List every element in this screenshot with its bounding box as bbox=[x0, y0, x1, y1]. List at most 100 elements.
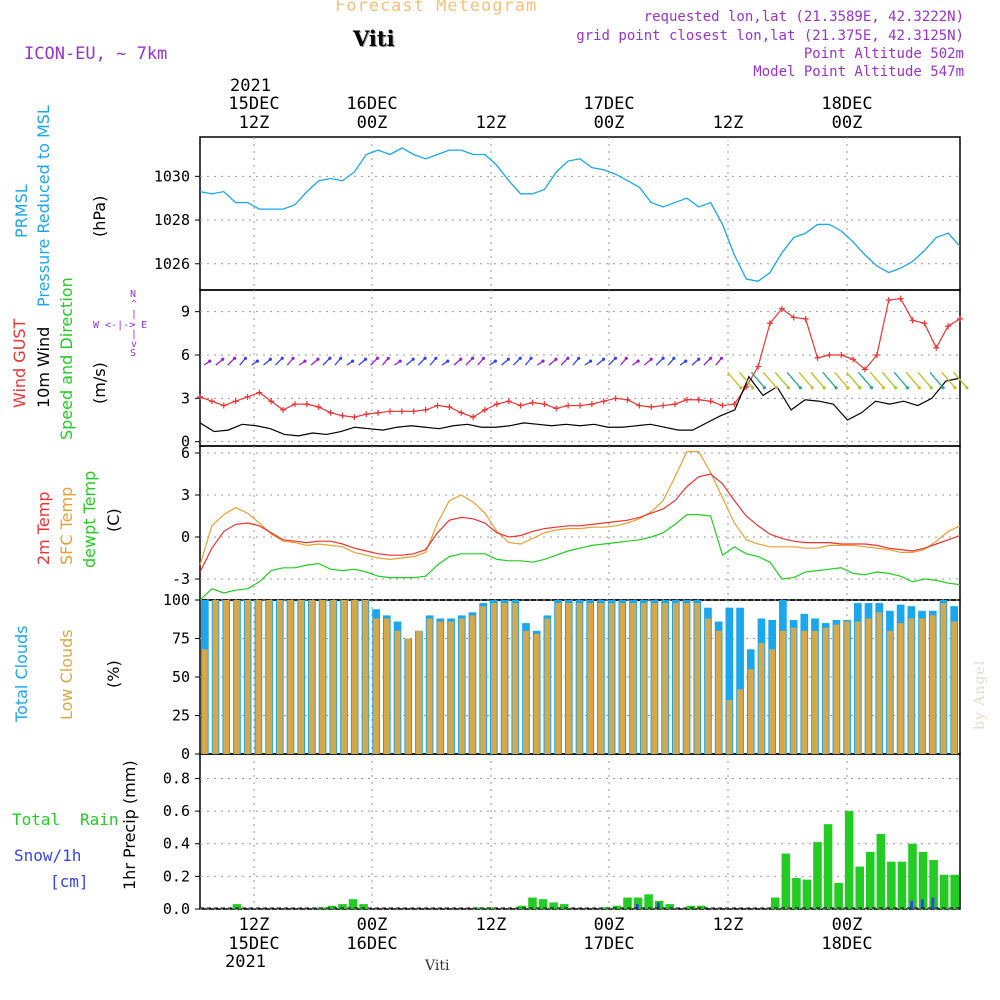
wind-arrow-head bbox=[423, 356, 427, 360]
wind-arrow bbox=[917, 371, 932, 389]
bottom-hour-label: 12Z bbox=[476, 915, 507, 935]
top-hour-label: 12Z bbox=[239, 113, 270, 133]
ytick-label-temperature: -3 bbox=[172, 570, 190, 588]
rain-bar bbox=[866, 851, 875, 909]
gust-marker bbox=[683, 396, 690, 403]
low-cloud-bar bbox=[747, 669, 754, 754]
wind-arrow bbox=[953, 371, 968, 389]
gust-marker bbox=[493, 401, 500, 408]
low-cloud-bar bbox=[523, 630, 529, 754]
low-cloud-bar bbox=[640, 603, 647, 754]
low-cloud-bar bbox=[694, 603, 701, 754]
wind-arrow bbox=[834, 371, 849, 389]
low-cloud-bar bbox=[448, 621, 454, 754]
ytick-label-temperature: 6 bbox=[181, 444, 190, 462]
bottom-day-label: 16DEC bbox=[346, 934, 397, 954]
gust-marker bbox=[672, 401, 678, 408]
low-cloud-bar bbox=[576, 603, 583, 754]
low-cloud-bar bbox=[234, 600, 240, 754]
rain-bar bbox=[475, 907, 484, 909]
gust-marker bbox=[292, 401, 298, 408]
label-total: Total bbox=[12, 810, 61, 829]
gust-marker bbox=[208, 398, 215, 405]
gust-marker bbox=[577, 402, 583, 409]
wind-arrow-head bbox=[471, 356, 475, 360]
top-day-label: 15DEC bbox=[228, 94, 279, 114]
wind-arrow-head bbox=[893, 386, 898, 390]
wind-arrow-head bbox=[649, 357, 653, 361]
wind-arrow-head bbox=[328, 356, 332, 360]
wind-arrow bbox=[858, 371, 873, 389]
rain-bar bbox=[813, 842, 822, 909]
top-hour-label: 00Z bbox=[832, 113, 863, 133]
low-cloud-bar bbox=[458, 618, 465, 754]
wind-arrow-head bbox=[386, 356, 390, 360]
total-cloud-bar bbox=[736, 607, 744, 754]
wind-arrow-head bbox=[822, 386, 826, 390]
gust-marker bbox=[933, 344, 940, 351]
ytick-label-clouds: 25 bbox=[172, 707, 190, 725]
bottom-hour-label: 12Z bbox=[239, 915, 270, 935]
gust-marker bbox=[873, 352, 880, 358]
low-cloud-bar bbox=[833, 624, 840, 754]
gust-marker bbox=[707, 398, 714, 405]
low-cloud-bar bbox=[619, 603, 626, 754]
rain-bar bbox=[823, 824, 833, 909]
wind-arrow bbox=[786, 371, 801, 389]
wind-arrow-head bbox=[291, 356, 295, 360]
location-name: Viti bbox=[353, 26, 395, 51]
rain-bar bbox=[697, 905, 706, 909]
compass-n: N bbox=[130, 289, 137, 300]
bottom-hour-label: 00Z bbox=[594, 915, 625, 935]
gust-marker bbox=[612, 395, 619, 402]
low-cloud-bar bbox=[854, 621, 861, 754]
wind-arrow bbox=[905, 371, 920, 389]
pressure-line bbox=[199, 147, 961, 282]
rain-bar bbox=[897, 861, 907, 909]
wind-arrow-head bbox=[577, 356, 581, 360]
low-cloud-bar bbox=[287, 600, 294, 754]
ytick-label-wind: 0 bbox=[181, 433, 190, 451]
gust-marker bbox=[280, 406, 287, 413]
low-cloud-bar bbox=[887, 630, 893, 754]
wind-arrow-head bbox=[858, 386, 862, 390]
gust-marker bbox=[957, 315, 963, 322]
gust-marker bbox=[778, 305, 785, 312]
label-rain: Rain bbox=[80, 810, 119, 829]
low-cloud-bar bbox=[394, 630, 401, 754]
wind-arrow-head bbox=[965, 386, 969, 390]
panel-frame-pressure bbox=[199, 136, 961, 291]
wind-arrow-head bbox=[339, 356, 343, 360]
ytick-label-precip: 0.2 bbox=[163, 867, 190, 885]
wind-arrow bbox=[810, 371, 825, 389]
low-cloud-bar bbox=[426, 618, 433, 754]
low-cloud-bar bbox=[330, 600, 337, 754]
rain-bar bbox=[855, 866, 864, 909]
low-cloud-bar bbox=[416, 630, 422, 754]
wind-arrow bbox=[774, 371, 789, 389]
low-cloud-bar bbox=[919, 618, 925, 754]
rain-bar bbox=[633, 897, 643, 909]
wind-arrow-head bbox=[493, 359, 497, 363]
wind-arrow-head bbox=[763, 386, 767, 390]
bottom-location: Viti bbox=[425, 958, 450, 974]
top-day-label: 16DEC bbox=[346, 94, 397, 114]
wind-arrow-head bbox=[566, 356, 570, 360]
low-cloud-bar bbox=[405, 638, 412, 754]
low-cloud-bar bbox=[908, 618, 915, 754]
compass-ns-bar: ^ | - | v bbox=[131, 299, 138, 350]
snow-bar bbox=[656, 902, 660, 909]
wind-arrow bbox=[869, 371, 885, 389]
gust-marker bbox=[529, 399, 536, 406]
rain-bar bbox=[559, 904, 569, 909]
low-cloud-bar bbox=[672, 603, 679, 754]
wind-arrow-head bbox=[941, 386, 945, 390]
rain-bar bbox=[876, 833, 886, 909]
low-cloud-bar bbox=[758, 643, 765, 754]
bottom-hour-label: 00Z bbox=[357, 915, 388, 935]
low-cloud-bar bbox=[897, 623, 904, 754]
ytick-label-precip: 0.0 bbox=[163, 900, 190, 918]
wind-arrow-head bbox=[350, 359, 355, 363]
wind-arrow-head bbox=[882, 386, 886, 390]
gust-marker bbox=[232, 398, 239, 405]
